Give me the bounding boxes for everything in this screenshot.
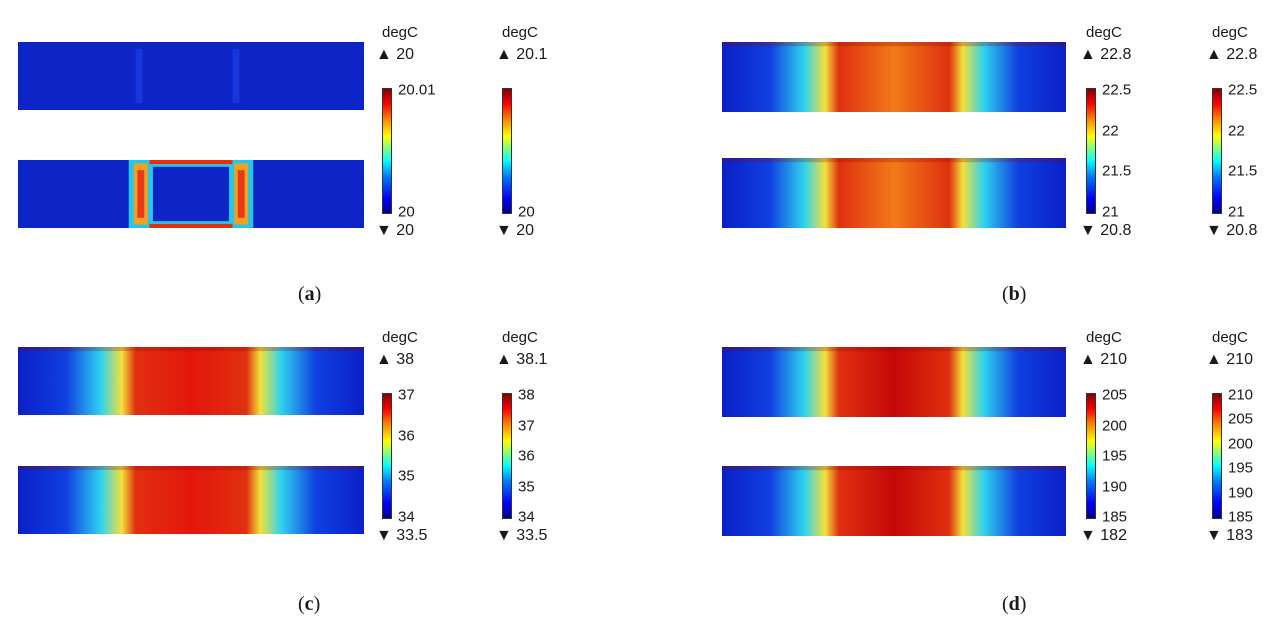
colorbar-max-label: ▲ 22.8 (1080, 46, 1132, 63)
colorbar-tick-label: 34 (518, 508, 535, 526)
colorbar-min-label: ▼ 20.8 (1080, 222, 1132, 239)
colorbar-min-label: ▼ 20 (376, 222, 415, 239)
heatmap-strip-bottom (18, 466, 364, 534)
colorbar-min-label: ▼ 20 (496, 222, 535, 239)
colorbar-legend-left: degC ▲ 210 205 200 195 190 185 ▼ 182 (1080, 329, 1196, 544)
colorbar-unit-label: degC (1086, 24, 1122, 41)
colorbar-tick-label: 22 (1102, 122, 1119, 140)
colorbar-min-label: ▼ 182 (1080, 527, 1127, 544)
colorbar-max-label: ▲ 22.8 (1206, 46, 1258, 63)
colorbar-legend-right: degC ▲ 210 210 205 200 195 190 185 ▼ 183 (1206, 329, 1268, 544)
colorbar-tick-label: 37 (398, 386, 415, 404)
colorbar-tick-label: 36 (518, 447, 535, 465)
heatmap-strip-top (18, 42, 364, 110)
colorbar-tick-label: 35 (518, 478, 535, 495)
colorbar-legend-left: degC ▲ 20 20.01 20 ▼ 20 (376, 24, 492, 239)
colorbar-max-label: ▲ 20 (376, 46, 415, 63)
colorbar-gradient (1086, 88, 1096, 214)
colorbar-unit-label: degC (1212, 24, 1248, 41)
colorbar-tick-label: 190 (1102, 478, 1128, 495)
colorbar-max-label: ▲ 38 (376, 351, 415, 368)
colorbar-tick-label: 20 (398, 203, 415, 221)
colorbar-min-label: ▼ 33.5 (496, 527, 548, 544)
colorbar-tick-label: 35 (398, 467, 415, 485)
colorbar-unit-label: degC (502, 329, 538, 346)
colorbar-tick-label: 20.01 (398, 81, 436, 99)
colorbar-tick-label: 20 (518, 203, 535, 221)
colorbar-tick-label: 21 (1102, 203, 1119, 221)
heatmap-strip-top (18, 347, 364, 415)
colorbar-max-label: ▲ 38.1 (496, 351, 548, 368)
colorbar-tick-label: 21 (1228, 203, 1245, 221)
colorbar-gradient (1212, 393, 1222, 519)
heatmap-strip-bottom (722, 158, 1066, 228)
colorbar-legend-right: degC ▲ 22.8 22.5 22 21.5 21 ▼ 20.8 (1206, 24, 1268, 239)
panel-b: degC ▲ 22.8 22.5 22 21.5 21 ▼ 20.8 degC ▲ 22.8 2… (634, 0, 1268, 315)
colorbar-gradient (1212, 88, 1222, 214)
colorbar-tick-label: 37 (518, 417, 535, 434)
colorbar-tick-label: 205 (1228, 410, 1254, 428)
panel-caption: (a) (298, 283, 322, 305)
panel-d: degC ▲ 210 205 200 195 190 185 ▼ 182 degC ▲ 210 2… (634, 315, 1268, 630)
heatmap-strip-bottom (18, 160, 364, 228)
colorbar-tick-label: 36 (398, 427, 415, 445)
colorbar-legend-left: degC ▲ 22.8 22.5 22 21.5 21 ▼ 20.8 (1080, 24, 1196, 239)
colorbar-max-label: ▲ 20.1 (496, 46, 548, 63)
colorbar-min-label: ▼ 183 (1206, 527, 1253, 544)
colorbar-max-label: ▲ 210 (1080, 351, 1127, 368)
colorbar-tick-label: 22 (1228, 122, 1245, 140)
colorbar-unit-label: degC (1212, 329, 1248, 346)
colorbar-tick-label: 195 (1228, 459, 1254, 477)
colorbar-gradient (382, 88, 392, 214)
panel-a: degC ▲ 20 20.01 20 ▼ 20 degC ▲ 20.1 20 ▼ 20 (a) (0, 0, 634, 315)
colorbar-tick-label: 21.5 (1102, 162, 1132, 180)
colorbar-tick-label: 185 (1102, 508, 1128, 526)
colorbar-unit-label: degC (382, 329, 418, 346)
panel-caption: (c) (298, 593, 321, 615)
panel-caption: (b) (1002, 283, 1027, 305)
colorbar-tick-label: 200 (1102, 417, 1128, 434)
colorbar-legend-right: degC ▲ 38.1 38 37 36 35 34 ▼ 33.5 (496, 329, 612, 544)
colorbar-tick-label: 34 (398, 508, 415, 526)
colorbar-tick-label: 185 (1228, 508, 1254, 526)
colorbar-unit-label: degC (1086, 329, 1122, 346)
colorbar-legend-left: degC ▲ 38 37 36 35 34 ▼ 33.5 (376, 329, 492, 544)
heatmap-strip-top (722, 42, 1066, 112)
heatmap-strip-top (722, 347, 1066, 417)
colorbar-tick-label: 22.5 (1228, 81, 1258, 99)
colorbar-tick-label: 38 (518, 386, 535, 404)
colorbar-gradient (502, 393, 512, 519)
colorbar-gradient (1086, 393, 1096, 519)
colorbar-unit-label: degC (502, 24, 538, 41)
colorbar-max-label: ▲ 210 (1206, 351, 1253, 368)
colorbar-tick-label: 22.5 (1102, 81, 1132, 99)
colorbar-tick-label: 195 (1102, 447, 1128, 465)
colorbar-gradient (382, 393, 392, 519)
colorbar-legend-right: degC ▲ 20.1 20 ▼ 20 (496, 24, 612, 239)
colorbar-min-label: ▼ 20.8 (1206, 222, 1258, 239)
colorbar-tick-label: 205 (1102, 386, 1128, 404)
colorbar-tick-label: 190 (1228, 484, 1254, 502)
colorbar-tick-label: 21.5 (1228, 162, 1258, 180)
colorbar-min-label: ▼ 33.5 (376, 527, 428, 544)
colorbar-tick-label: 210 (1228, 386, 1254, 404)
colorbar-unit-label: degC (382, 24, 418, 41)
panel-c: degC ▲ 38 37 36 35 34 ▼ 33.5 degC ▲ 38.1 38 37 36 3… (0, 315, 634, 630)
panel-caption: (d) (1002, 593, 1027, 615)
colorbar-tick-label: 200 (1228, 435, 1254, 453)
heatmap-strip-bottom (722, 466, 1066, 536)
colorbar-gradient (502, 88, 512, 214)
